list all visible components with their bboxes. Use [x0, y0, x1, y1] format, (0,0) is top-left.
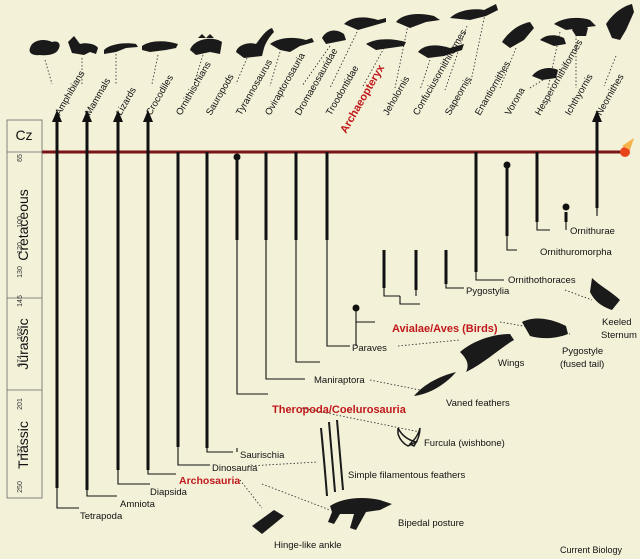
clade-archosauria: Archosauria: [179, 475, 240, 487]
taxon-sauropods: Sauropods: [204, 72, 237, 118]
clade-pygostylia: Pygostylia: [466, 286, 510, 297]
troodontid-icon: [366, 39, 406, 50]
ankle-icon: [252, 510, 284, 534]
tick-labels: 65 100 120 130 145 163 174 201 237 250: [17, 154, 24, 493]
era-jurassic: Jurassic: [15, 318, 31, 369]
extinction-dot: [562, 203, 570, 211]
credit-text: Current Biology: [560, 545, 623, 555]
tick-100: 100: [17, 216, 24, 228]
clade-ornithuromorpha: Ornithuromorpha: [540, 247, 613, 258]
feature-bipedal: Bipedal posture: [398, 518, 464, 529]
asteroid-icon: [620, 147, 630, 157]
feature-wings: Wings: [498, 358, 525, 369]
pygostyle-icon: [522, 318, 568, 339]
taxon-vorona: Vorona: [503, 85, 528, 117]
tick-237: 237: [17, 445, 24, 457]
filament-feathers-icon: [320, 420, 344, 496]
taxon-crocodiles: Crocodiles: [144, 73, 176, 118]
confuciusornis-icon: [450, 4, 498, 20]
clade-theropoda: Theropoda/Coelurosauria: [272, 404, 407, 416]
furcula-icon: [397, 427, 421, 447]
era-cz: Cz: [15, 127, 32, 143]
taxon-ichthyornis: Ichthyornis: [563, 72, 596, 117]
taxon-amphibians: Amphibians: [53, 69, 87, 118]
feature-illustrations: [252, 278, 620, 534]
clade-saurischia: Saurischia: [240, 450, 285, 461]
clade-tetrapoda: Tetrapoda: [80, 511, 123, 522]
tree-connectors: [56, 208, 598, 509]
dromaeosaur-icon: [344, 17, 386, 30]
asteroid-trail-icon: [622, 138, 634, 150]
feature-pygostyle-sub: (fused tail): [560, 359, 604, 370]
feature-vaned-feathers: Vaned feathers: [446, 398, 510, 409]
arrow-icon: [592, 110, 602, 122]
taxon-neornithes: Neornithes: [594, 72, 627, 118]
vorona-icon: [532, 68, 558, 80]
tick-120: 120: [17, 242, 24, 254]
feature-filament-feathers: Simple filamentous feathers: [348, 470, 465, 481]
extant-arrows: [52, 110, 602, 150]
feature-hinge-ankle: Hinge-like ankle: [274, 540, 342, 551]
feature-furcula: Furcula (wishbone): [424, 438, 505, 449]
taxon-mammals: Mammals: [83, 76, 113, 117]
taxon-sapeornis: Sapeornis: [443, 75, 474, 118]
arrow-icon: [52, 110, 62, 122]
lizard-icon: [104, 43, 138, 54]
ornithischian-icon: [190, 34, 222, 55]
frog-icon: [29, 40, 60, 56]
tick-201: 201: [17, 398, 24, 410]
era-triassic: Triassic: [15, 421, 31, 469]
vaned-feather-icon: [414, 372, 456, 396]
clade-avialae: Avialae/Aves (Birds): [392, 323, 498, 335]
tick-65: 65: [17, 154, 24, 162]
arrow-icon: [113, 110, 123, 122]
feature-labels: Hinge-like ankle Bipedal posture Simple …: [274, 317, 637, 551]
crocodile-icon: [142, 41, 178, 52]
extinction-dot: [352, 304, 360, 312]
oviraptor-icon: [322, 30, 346, 44]
tick-174: 174: [17, 355, 24, 367]
sapeornis-icon: [502, 22, 534, 48]
clade-ornithurae: Ornithurae: [570, 226, 615, 237]
extinction-dot: [233, 153, 241, 161]
feature-keeled: Keeled: [602, 317, 632, 328]
clade-labels: Tetrapoda Amniota Diapsida Archosauria D…: [80, 226, 615, 522]
arrow-icon: [143, 110, 153, 122]
wing-icon: [460, 334, 514, 372]
clade-paraves: Paraves: [352, 343, 387, 354]
tick-130: 130: [17, 266, 24, 278]
clade-amniota: Amniota: [120, 499, 156, 510]
clade-dinosauria: Dinosauria: [212, 463, 258, 474]
clade-ornithothoraces: Ornithothoraces: [508, 275, 576, 286]
neornithes-icon: [606, 4, 634, 40]
ichthyornis-icon: [572, 25, 588, 36]
tick-250: 250: [17, 481, 24, 493]
jeholornis-icon: [418, 44, 464, 58]
tick-163: 163: [17, 328, 24, 340]
arrow-icon: [82, 110, 92, 122]
tyrannosaurus-icon: [270, 37, 314, 52]
tree-thick-lineages: [55, 148, 599, 490]
sauropod-icon: [236, 28, 274, 58]
keeled-sternum-icon: [590, 278, 620, 310]
tick-145: 145: [17, 295, 24, 307]
taxon-labels: Amphibians Mammals Lizards Crocodiles Or…: [53, 28, 627, 136]
archaeopteryx-icon: [396, 14, 440, 28]
bipedal-dinosaur-icon: [328, 498, 392, 530]
clade-maniraptora: Maniraptora: [314, 375, 365, 386]
taxon-confuciusornithiformes: Confuciusornithiformes: [411, 28, 469, 118]
silhouettes: [29, 4, 634, 80]
enantiornithes-icon: [540, 35, 566, 46]
extinction-dot: [503, 161, 511, 169]
feature-pygostyle: Pygostyle: [562, 346, 603, 357]
time-axis: [6, 119, 43, 499]
taxon-lizards: Lizards: [114, 85, 139, 117]
feature-sternum: Sternum: [601, 330, 637, 341]
era-cretaceous: Cretaceous: [15, 189, 31, 261]
clade-diapsida: Diapsida: [150, 487, 188, 498]
mammal-icon: [68, 36, 98, 55]
